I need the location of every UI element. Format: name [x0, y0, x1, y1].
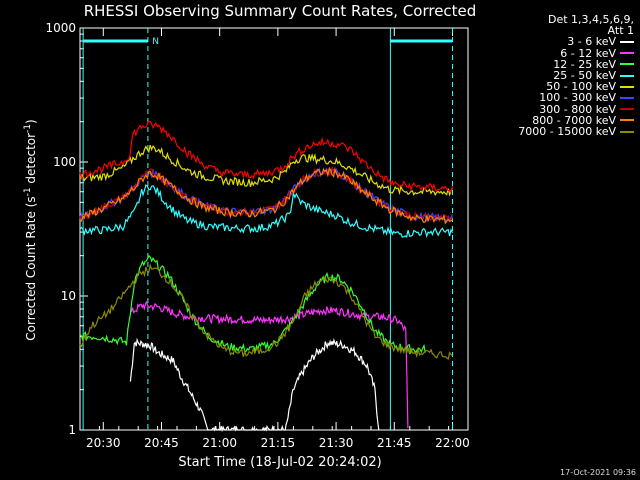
x-tick-label: 21:30 — [319, 436, 354, 450]
series-group — [79, 120, 454, 433]
series-line — [79, 166, 454, 223]
x-tick-label: 21:00 — [202, 436, 237, 450]
x-tick-label: 21:45 — [377, 436, 412, 450]
y-tick-label: 1000 — [45, 21, 76, 35]
x-tick-label: 21:15 — [261, 436, 296, 450]
legend-item: 50 - 100 keV — [474, 81, 634, 92]
legend-swatch — [620, 63, 634, 66]
y-axis-label: Corrected Count Rate (s-1 detector-1) — [23, 119, 38, 340]
x-axis: 20:30 20:45 21:00 21:15 21:30 21:45 22:00 — [86, 28, 470, 450]
series-line — [79, 120, 454, 194]
x-tick-label: 20:30 — [86, 436, 121, 450]
x-tick-label: 20:45 — [144, 436, 179, 450]
y-axis-label-group: Corrected Count Rate (s-1 detector-1) — [23, 119, 38, 340]
legend-item: 7000 - 15000 keV — [474, 126, 634, 137]
series-line — [79, 255, 426, 355]
generation-timestamp: 17-Oct-2021 09:36 — [560, 468, 636, 477]
legend-item: 800 - 7000 keV — [474, 115, 634, 126]
legend-swatch — [620, 108, 634, 111]
legend-label: 800 - 7000 keV — [532, 113, 616, 127]
legend-label: 50 - 100 keV — [546, 80, 616, 94]
legend-swatch — [620, 119, 634, 122]
series-line — [79, 166, 453, 225]
legend-label: 100 - 300 keV — [539, 91, 616, 105]
legend-item: 25 - 50 keV — [474, 70, 634, 81]
flag-marker-label: N — [152, 37, 159, 47]
legend-subtitle: Att 1 — [607, 24, 634, 38]
x-tick-label: 22:00 — [435, 436, 470, 450]
legend-swatch — [620, 85, 634, 88]
legend-label: 3 - 6 keV — [567, 35, 616, 49]
y-tick-label: 1 — [68, 423, 76, 437]
series-line — [129, 337, 380, 433]
legend-swatch — [620, 41, 634, 43]
legend-items: 3 - 6 keV 6 - 12 keV 12 - 25 keV 25 - 50 ke… — [474, 36, 634, 137]
series-line — [130, 300, 409, 429]
legend-label: 12 - 25 keV — [553, 57, 616, 71]
x-axis-label: Start Time (18-Jul-02 20:24:02) — [178, 455, 381, 470]
legend: Det 1,3,4,5,6,9, Att 1 3 - 6 keV 6 - 12 k… — [474, 14, 634, 137]
legend-label: 6 - 12 keV — [560, 46, 616, 60]
y-tick-label: 10 — [61, 289, 76, 303]
legend-label: 300 - 800 keV — [539, 102, 616, 116]
legend-item: 300 - 800 keV — [474, 102, 634, 116]
legend-label: 7000 - 15000 keV — [518, 125, 616, 139]
y-tick-label: 100 — [53, 155, 76, 169]
legend-item: 3 - 6 keV — [474, 35, 634, 49]
legend-item: 12 - 25 keV — [474, 59, 634, 70]
series-line — [79, 144, 454, 197]
series-line — [79, 263, 453, 361]
legend-swatch — [620, 74, 634, 77]
series-line — [79, 184, 454, 239]
plot-area — [79, 27, 469, 431]
legend-swatch — [620, 52, 634, 55]
legend-title: Det 1,3,4,5,6,9, — [547, 13, 634, 26]
legend-swatch — [620, 97, 634, 100]
legend-label: 25 - 50 keV — [553, 69, 616, 83]
legend-item: 6 - 12 keV — [474, 46, 634, 60]
chart-title: RHESSI Observing Summary Count Rates, Co… — [84, 2, 477, 20]
legend-item: 100 - 300 keV — [474, 91, 634, 105]
legend-swatch — [620, 130, 634, 133]
y-axis: 1 10 100 1000 — [45, 21, 88, 437]
